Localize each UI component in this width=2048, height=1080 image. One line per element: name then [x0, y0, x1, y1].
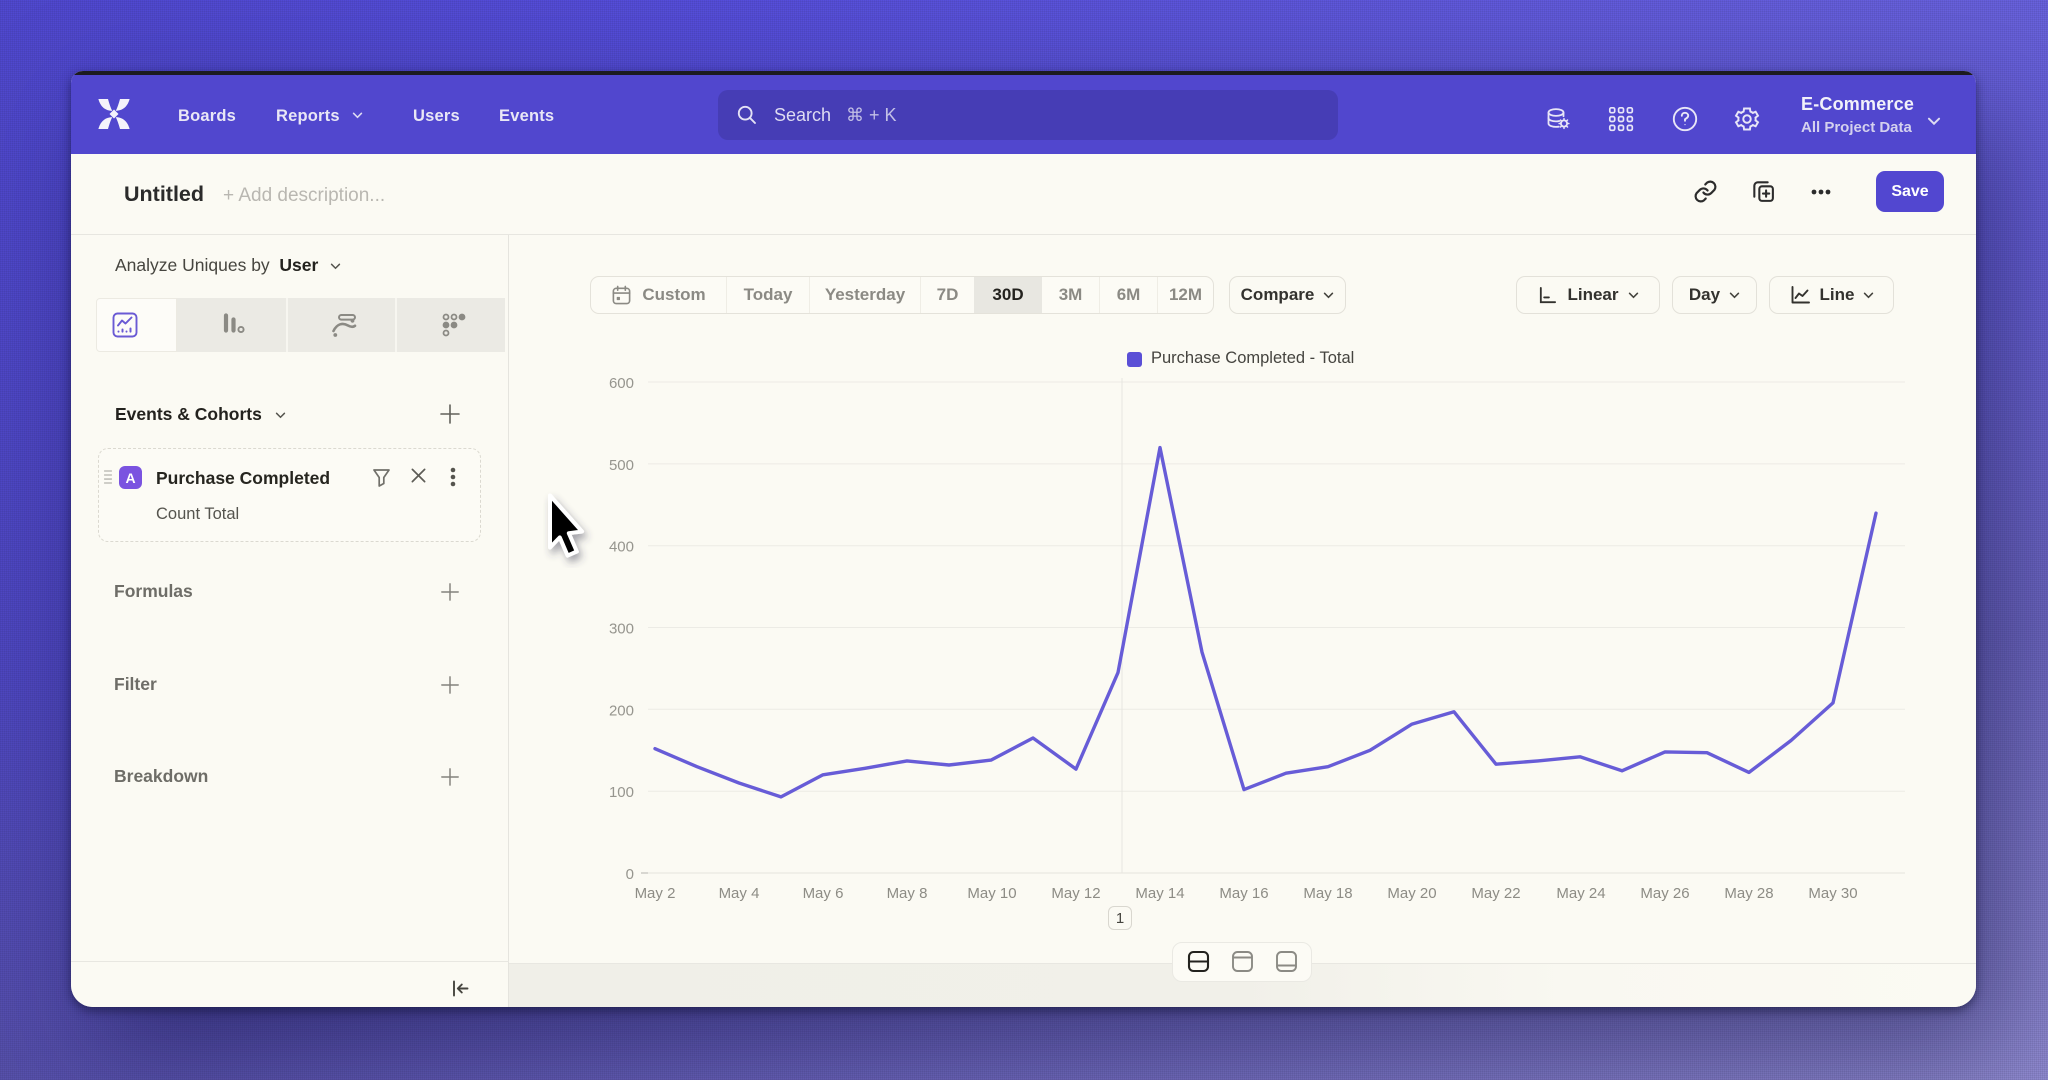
svg-text:May 20: May 20: [1387, 885, 1436, 902]
svg-text:May 22: May 22: [1471, 885, 1520, 902]
svg-text:May 18: May 18: [1303, 885, 1352, 902]
svg-text:May 14: May 14: [1135, 885, 1184, 902]
svg-text:May 24: May 24: [1556, 885, 1605, 902]
svg-text:May 16: May 16: [1219, 885, 1268, 902]
svg-text:May 4: May 4: [719, 885, 760, 902]
svg-text:300: 300: [609, 621, 634, 638]
svg-text:May 28: May 28: [1724, 885, 1773, 902]
svg-text:May 12: May 12: [1051, 885, 1100, 902]
svg-text:May 6: May 6: [803, 885, 844, 902]
svg-text:600: 600: [609, 375, 634, 392]
svg-text:May 8: May 8: [887, 885, 928, 902]
svg-text:May 30: May 30: [1808, 885, 1857, 902]
svg-text:0: 0: [626, 866, 634, 883]
svg-text:200: 200: [609, 702, 634, 719]
svg-text:500: 500: [609, 457, 634, 474]
svg-text:May 10: May 10: [967, 885, 1016, 902]
svg-text:400: 400: [609, 539, 634, 556]
svg-text:May 26: May 26: [1640, 885, 1689, 902]
svg-text:May 2: May 2: [635, 885, 676, 902]
svg-text:100: 100: [609, 784, 634, 801]
